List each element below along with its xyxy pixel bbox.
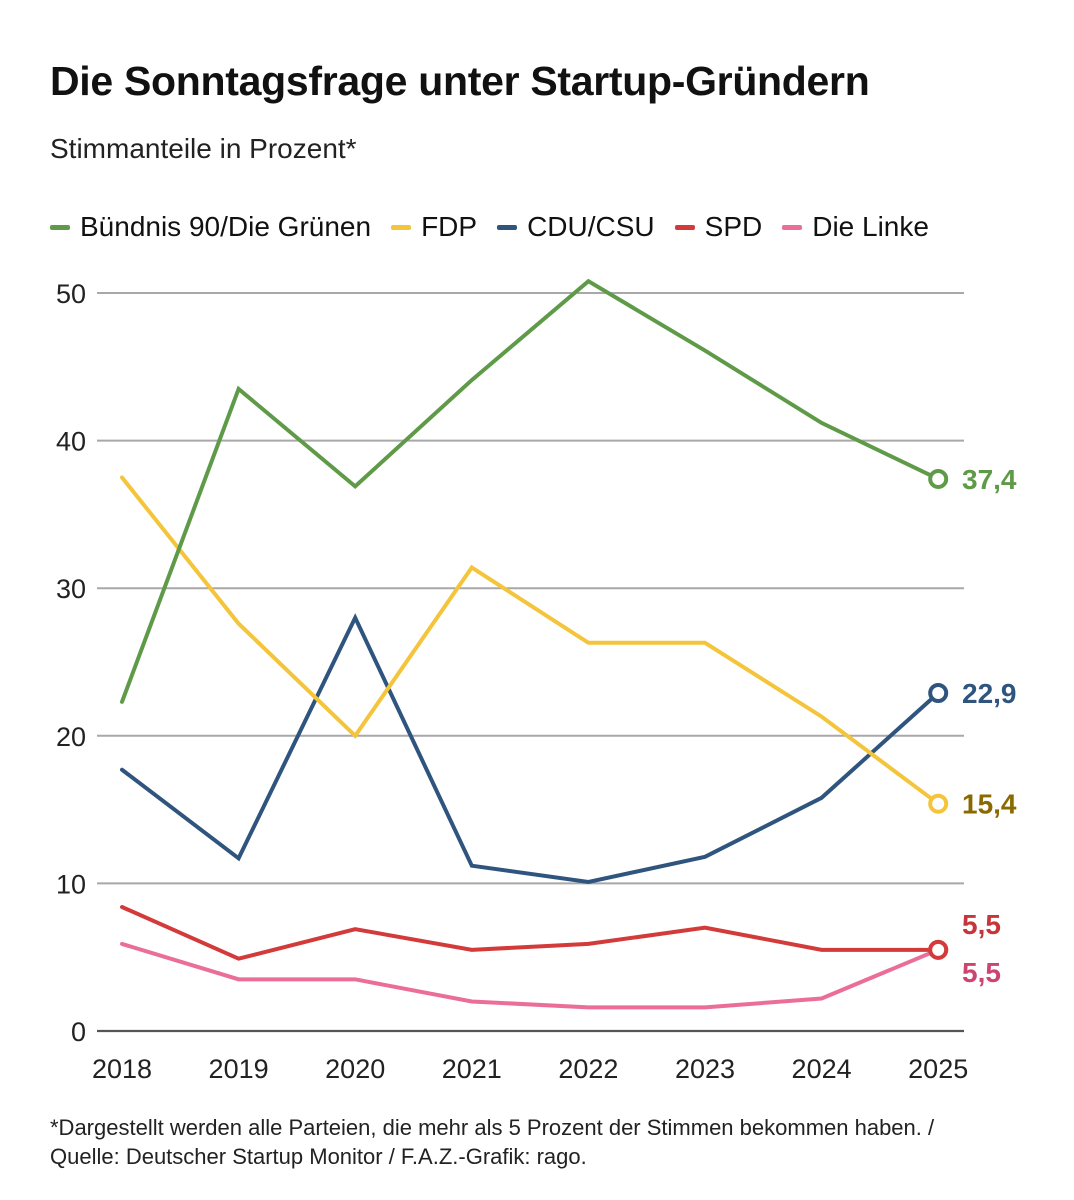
legend-item-cdu-csu: CDU/CSU [497,211,655,243]
x-tick-label-2025: 2025 [908,1054,968,1084]
y-tick-label-20: 20 [56,722,86,752]
y-tick-label-30: 30 [56,574,86,604]
end-label-cdu-csu: 22,9 [962,678,1017,709]
legend-item-linke: Die Linke [782,211,929,243]
x-tick-label-2020: 2020 [325,1054,385,1084]
end-marker-fdp [928,793,949,814]
x-tick-label-2023: 2023 [675,1054,735,1084]
x-tick-label-2021: 2021 [442,1054,502,1084]
series-line-fdp [120,475,941,806]
y-tick-label-40: 40 [56,427,86,457]
y-tick-label-0: 0 [71,1017,86,1047]
series-line-cdu-csu [120,613,941,884]
end-label-spd: 5,5 [962,909,1001,940]
legend-label-cdu-csu: CDU/CSU [527,211,655,242]
y-tick-label-50: 50 [56,279,86,309]
legend-item-gruene: Bündnis 90/Die Grünen [50,211,371,243]
end-label-bündnis-90-die-grünen: 37,4 [962,464,1017,495]
series-line-spd [120,905,941,961]
end-marker-bündnis-90-die-grünen [928,468,949,489]
legend-label-spd: SPD [704,211,763,242]
x-tick-label-2019: 2019 [209,1054,269,1084]
legend-swatch-fdp [391,224,412,230]
chart-legend: Bündnis 90/Die Grünen FDP CDU/CSU SPD Di… [50,211,949,243]
end-marker-cdu-csu [928,682,949,703]
end-marker-spd [928,939,949,960]
end-label-die-linke: 5,5 [962,957,1001,988]
series-line-die-linke [120,941,941,1010]
end-label-fdp: 15,4 [962,789,1017,820]
legend-label-gruene: Bündnis 90/Die Grünen [80,211,372,242]
chart-title: Die Sonntagsfrage unter Startup-Gründern [50,58,870,104]
series-line-bündnis-90-die-grünen [120,278,941,704]
legend-item-spd: SPD [674,211,763,243]
legend-swatch-gruene [50,224,70,230]
legend-swatch-spd [674,224,695,230]
legend-item-fdp: FDP [391,211,477,243]
legend-swatch-linke [782,224,803,230]
chart-subtitle: Stimmanteile in Prozent* [50,133,357,164]
x-tick-label-2024: 2024 [792,1054,852,1084]
x-tick-label-2022: 2022 [558,1054,618,1084]
y-tick-label-10: 10 [56,869,86,899]
chart-footnote: *Dargestellt werden alle Parteien, die m… [50,1115,935,1169]
legend-label-fdp: FDP [421,211,478,242]
legend-label-linke: Die Linke [812,211,929,242]
legend-swatch-cdu-csu [497,224,518,230]
x-tick-label-2018: 2018 [92,1054,152,1084]
